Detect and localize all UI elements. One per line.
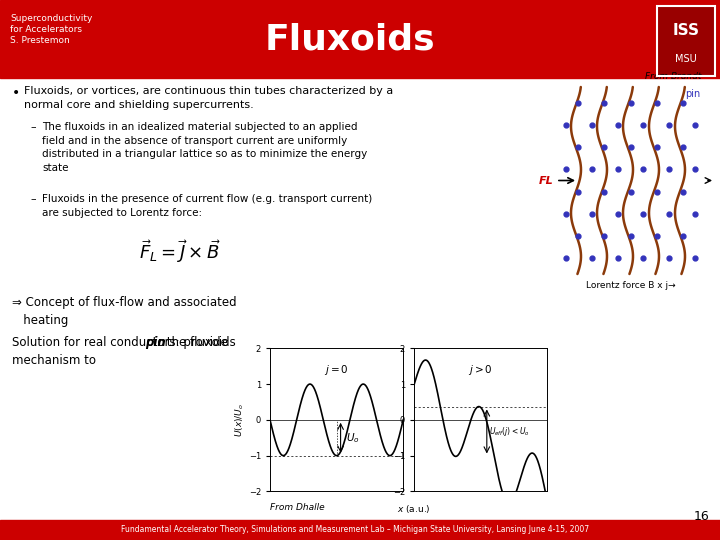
Bar bbox=[558, 83, 703, 278]
Text: $j>0$: $j>0$ bbox=[468, 363, 493, 376]
Text: 16: 16 bbox=[693, 510, 709, 523]
Text: $j=0$: $j=0$ bbox=[324, 363, 349, 376]
Text: $\vec{F}_L = \vec{J} \times \vec{B}$: $\vec{F}_L = \vec{J} \times \vec{B}$ bbox=[139, 238, 221, 265]
Text: Superconductivity: Superconductivity bbox=[10, 14, 92, 23]
Y-axis label: $U(x)/U_o$: $U(x)/U_o$ bbox=[233, 403, 246, 437]
Text: Fundamental Accelerator Theory, Simulations and Measurement Lab – Michigan State: Fundamental Accelerator Theory, Simulati… bbox=[121, 525, 589, 535]
Text: ⇒ Concept of flux-flow and associated
   heating: ⇒ Concept of flux-flow and associated he… bbox=[12, 296, 237, 327]
Text: $U_{eff}(j)<U_o$: $U_{eff}(j)<U_o$ bbox=[490, 425, 531, 438]
Text: Fluxoids in the presence of current flow (e.g. transport current)
are subjected : Fluxoids in the presence of current flow… bbox=[42, 194, 372, 218]
Bar bbox=[0, 520, 720, 540]
Text: Solution for real conductors: provide
mechanism to: Solution for real conductors: provide me… bbox=[12, 336, 228, 367]
Text: pin: pin bbox=[145, 336, 166, 349]
Text: pin: pin bbox=[685, 89, 700, 99]
Text: From Dhalle: From Dhalle bbox=[270, 503, 325, 512]
Text: FL: FL bbox=[539, 176, 554, 186]
Text: the fluxoids: the fluxoids bbox=[163, 336, 235, 349]
Text: S. Prestemon: S. Prestemon bbox=[10, 36, 70, 45]
Text: $x$ (a.u.): $x$ (a.u.) bbox=[397, 503, 431, 515]
Text: –: – bbox=[30, 122, 35, 132]
Text: $U_o$: $U_o$ bbox=[346, 431, 359, 444]
Text: ISS: ISS bbox=[672, 23, 700, 38]
Text: •: • bbox=[12, 86, 20, 100]
Text: for Accelerators: for Accelerators bbox=[10, 25, 82, 34]
Text: Lorentz force B x j→: Lorentz force B x j→ bbox=[585, 281, 675, 290]
Bar bbox=[0, 0, 720, 78]
Bar bbox=[657, 6, 715, 76]
Text: From Brandt: From Brandt bbox=[644, 72, 701, 81]
Bar bbox=[657, 6, 715, 76]
Text: MSU: MSU bbox=[675, 53, 697, 64]
Text: –: – bbox=[30, 194, 35, 204]
Text: The fluxoids in an idealized material subjected to an applied
field and in the a: The fluxoids in an idealized material su… bbox=[42, 122, 367, 173]
Text: Fluxoids, or vortices, are continuous thin tubes characterized by a
normal core : Fluxoids, or vortices, are continuous th… bbox=[24, 86, 393, 110]
Text: Fluxoids: Fluxoids bbox=[265, 22, 436, 56]
